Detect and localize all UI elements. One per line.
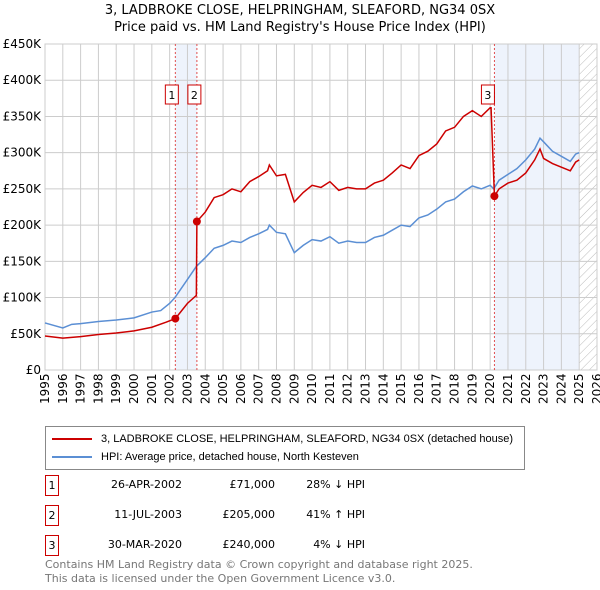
y-tick-label: £50K [10,327,42,341]
x-tick-label: 2026 [590,373,600,404]
forecast-hatch [579,44,597,370]
legend-item-hpi: HPI: Average price, detached house, Nort… [52,450,359,464]
sale-point [192,217,201,226]
price-chart: 1995 1996 1997 1998 1999 2000 2001 2002 2003 2004… [3,37,600,404]
y-tick-label: £200K [3,218,43,232]
y-tick-label: £450K [3,37,43,51]
transaction-badge: 2 [45,505,59,526]
footer-copyright: Contains HM Land Registry data © Crown c… [45,558,473,571]
x-tick-label: 2003 [180,373,194,404]
y-tick-label: £350K [3,109,43,123]
transaction-price: £71,000 [229,478,276,491]
x-tick-label: 2019 [465,373,479,404]
x-tick-label: 2013 [359,373,373,404]
x-tick-label: 2011 [323,373,337,404]
legend-swatch-property [52,438,92,440]
x-tick-label: 1999 [109,373,123,404]
x-tick-label: 2005 [216,373,230,404]
transaction-badge: 1 [45,475,59,496]
transaction-row: 2 11-JUL-2003 £205,000 41% ↑ HPI [45,505,445,526]
x-tick-label: 1998 [91,373,105,404]
transaction-hpi-diff: 4% ↓ HPI [313,538,365,551]
x-tick-label: 2004 [198,373,212,404]
shaded-period [494,44,580,370]
y-tick-label: £100K [3,291,43,305]
x-tick-label: 2024 [554,373,568,404]
x-tick-label: 2017 [430,373,444,404]
transaction-badge: 3 [45,535,59,556]
legend: 3, LADBROKE CLOSE, HELPRINGHAM, SLEAFORD… [45,426,525,470]
transaction-price: £240,000 [222,538,276,551]
legend-item-property: 3, LADBROKE CLOSE, HELPRINGHAM, SLEAFORD… [52,432,513,446]
legend-label-property: 3, LADBROKE CLOSE, HELPRINGHAM, SLEAFORD… [101,433,514,445]
sale-badge [187,84,202,105]
sale-badge-label: 2 [191,89,198,102]
x-tick-label: 2010 [305,373,319,404]
sale-badge-label: 3 [484,89,491,102]
x-tick-label: 2023 [537,373,551,404]
x-tick-label: 2021 [501,373,515,404]
transaction-date: 30-MAR-2020 [107,538,182,551]
x-tick-label: 2006 [234,373,248,404]
x-tick-label: 2022 [519,373,533,404]
x-tick-label: 2009 [287,373,301,404]
x-tick-label: 1995 [38,373,52,404]
chart-subtitle: Price paid vs. HM Land Registry's House … [114,20,486,35]
footer-licence: This data is licensed under the Open Gov… [45,572,396,585]
y-tick-label: £400K [3,73,43,87]
y-tick-label: £250K [3,182,43,196]
x-tick-label: 2001 [145,373,159,404]
x-tick-label: 1997 [74,373,88,404]
x-tick-label: 2014 [376,373,390,404]
legend-label-hpi: HPI: Average price, detached house, Nort… [101,451,359,463]
x-tick-label: 2015 [394,373,408,404]
transaction-date: 11-JUL-2003 [114,508,182,521]
y-tick-label: £0 [26,363,41,377]
hpi-series-line [44,136,580,329]
legend-swatch-hpi [52,456,92,458]
x-tick-label: 2012 [341,373,355,404]
plot-frame [44,43,598,371]
sale-point [171,314,180,323]
transaction-hpi-diff: 28% ↓ HPI [306,478,365,491]
sale-point [490,192,499,201]
x-tick-label: 2008 [269,373,283,404]
transaction-row: 1 26-APR-2002 £71,000 28% ↓ HPI [45,475,445,496]
property-series-line [44,107,580,339]
x-tick-label: 2020 [483,373,497,404]
x-tick-label: 2018 [448,373,462,404]
transaction-date: 26-APR-2002 [110,478,182,491]
sale-badge [164,84,179,105]
x-tick-label: 2002 [163,373,177,404]
transaction-price: £205,000 [222,508,276,521]
sale-badge-label: 1 [168,89,175,102]
x-tick-label: 2000 [127,373,141,404]
transaction-hpi-diff: 41% ↑ HPI [306,508,365,521]
transaction-row: 3 30-MAR-2020 £240,000 4% ↓ HPI [45,535,445,556]
x-tick-label: 1996 [56,373,70,404]
x-tick-label: 2007 [252,373,266,404]
x-tick-label: 2016 [412,373,426,404]
x-tick-label: 2025 [572,373,586,404]
sale-badge [480,84,495,105]
chart-title: 3, LADBROKE CLOSE, HELPRINGHAM, SLEAFORD… [104,3,496,18]
y-tick-label: £150K [3,254,43,268]
y-tick-label: £300K [3,146,43,160]
